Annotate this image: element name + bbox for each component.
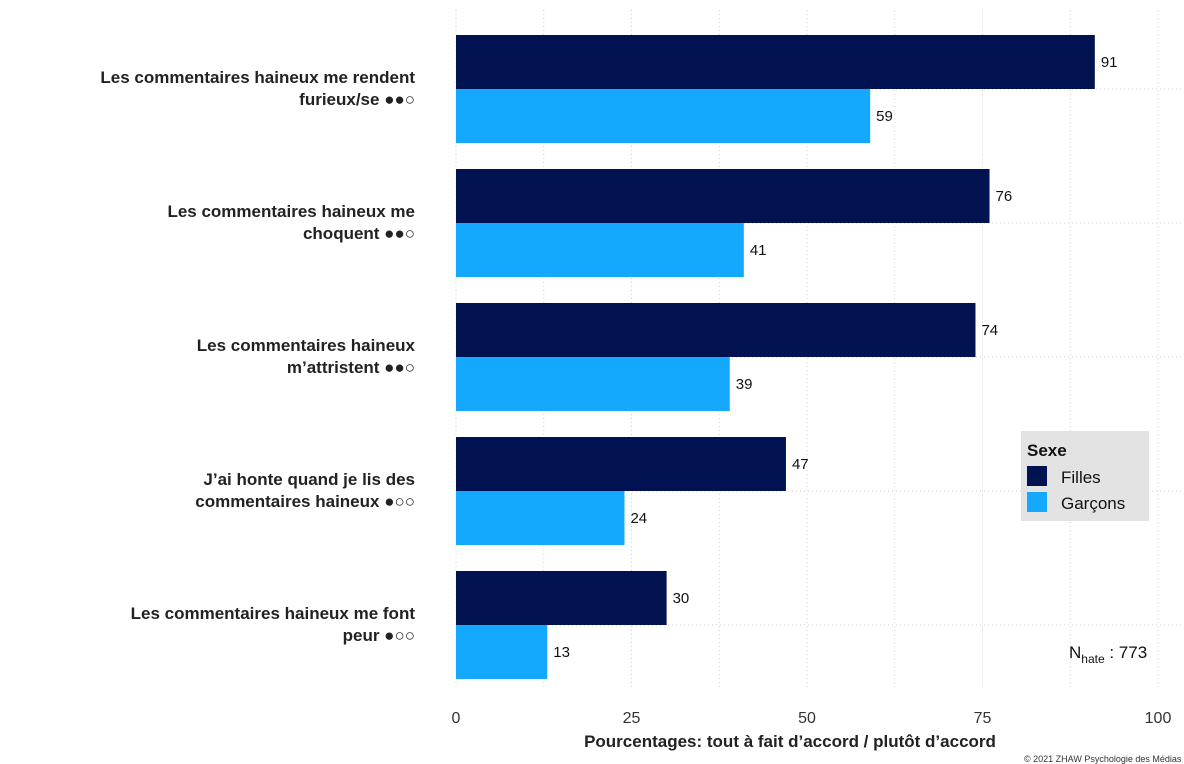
bar-filles — [456, 35, 1095, 89]
category-label: Les commentaires haineux me font peur ●○○ — [131, 604, 416, 645]
copyright-notice: © 2021 ZHAW Psychologie des Médias — [1024, 754, 1182, 764]
bar-garcons — [456, 89, 871, 143]
x-axis-title: Pourcentages: tout à fait d’accord / plu… — [584, 732, 996, 751]
category-label: Les commentaires haineux me rendent furie… — [100, 68, 415, 109]
category-label-line: choquent ●●○ — [303, 224, 415, 243]
category-label-line: m’attristent ●●○ — [287, 358, 415, 377]
value-label: 91 — [1101, 54, 1118, 71]
bar-filles — [456, 437, 786, 491]
legend: Sexe Filles Garçons — [1021, 431, 1149, 521]
sample-size-value: : 773 — [1105, 643, 1148, 662]
category-labels: Les commentaires haineux me rendent furie… — [100, 68, 415, 645]
category-label-line: Les commentaires haineux me — [167, 202, 415, 221]
x-axis-ticks: 0 25 50 75 100 — [452, 710, 1172, 727]
sample-size-note: Nhate : 773 — [1069, 643, 1147, 666]
category-label-line: Les commentaires haineux me rendent — [100, 68, 415, 87]
category-label-line: furieux/se ●●○ — [299, 90, 415, 109]
bar-filles — [456, 169, 990, 223]
category-label: J’ai honte quand je lis des commentaires … — [195, 470, 415, 511]
legend-swatch-garcons — [1027, 492, 1047, 512]
category-label: Les commentaires haineux me choquent ●●○ — [167, 202, 415, 243]
value-label: 13 — [553, 644, 570, 661]
legend-swatch-filles — [1027, 466, 1047, 486]
value-label: 24 — [630, 510, 647, 527]
x-tick-label: 0 — [452, 710, 461, 727]
bar-filles — [456, 571, 667, 625]
legend-label-garcons: Garçons — [1061, 494, 1125, 513]
x-tick-label: 25 — [623, 710, 641, 727]
category-label-line: Les commentaires haineux — [197, 336, 416, 355]
x-tick-label: 100 — [1145, 710, 1172, 727]
value-label: 47 — [792, 456, 809, 473]
category-label-line: commentaires haineux ●○○ — [195, 492, 415, 511]
legend-title: Sexe — [1027, 441, 1067, 460]
bars — [456, 35, 1095, 679]
bar-garcons — [456, 625, 548, 679]
category-label: Les commentaires haineux m’attristent ●●○ — [197, 336, 416, 377]
bar-garcons — [456, 357, 730, 411]
bar-filles — [456, 303, 976, 357]
value-label: 41 — [750, 242, 767, 259]
bar-garcons — [456, 223, 744, 277]
sample-size-subscript: hate — [1081, 652, 1105, 666]
x-tick-label: 50 — [798, 710, 816, 727]
bar-garcons — [456, 491, 625, 545]
category-label-line: peur ●○○ — [343, 626, 415, 645]
value-label: 76 — [996, 188, 1013, 205]
value-label: 30 — [673, 590, 690, 607]
value-label: 74 — [981, 322, 998, 339]
sample-size-n: N — [1069, 643, 1081, 662]
value-label: 39 — [736, 376, 753, 393]
legend-label-filles: Filles — [1061, 468, 1101, 487]
category-label-line: J’ai honte quand je lis des — [203, 470, 415, 489]
x-tick-label: 75 — [974, 710, 992, 727]
category-label-line: Les commentaires haineux me font — [131, 604, 416, 623]
value-labels: 91 59 76 41 74 39 47 24 30 13 — [553, 54, 1117, 661]
value-label: 59 — [876, 108, 893, 125]
